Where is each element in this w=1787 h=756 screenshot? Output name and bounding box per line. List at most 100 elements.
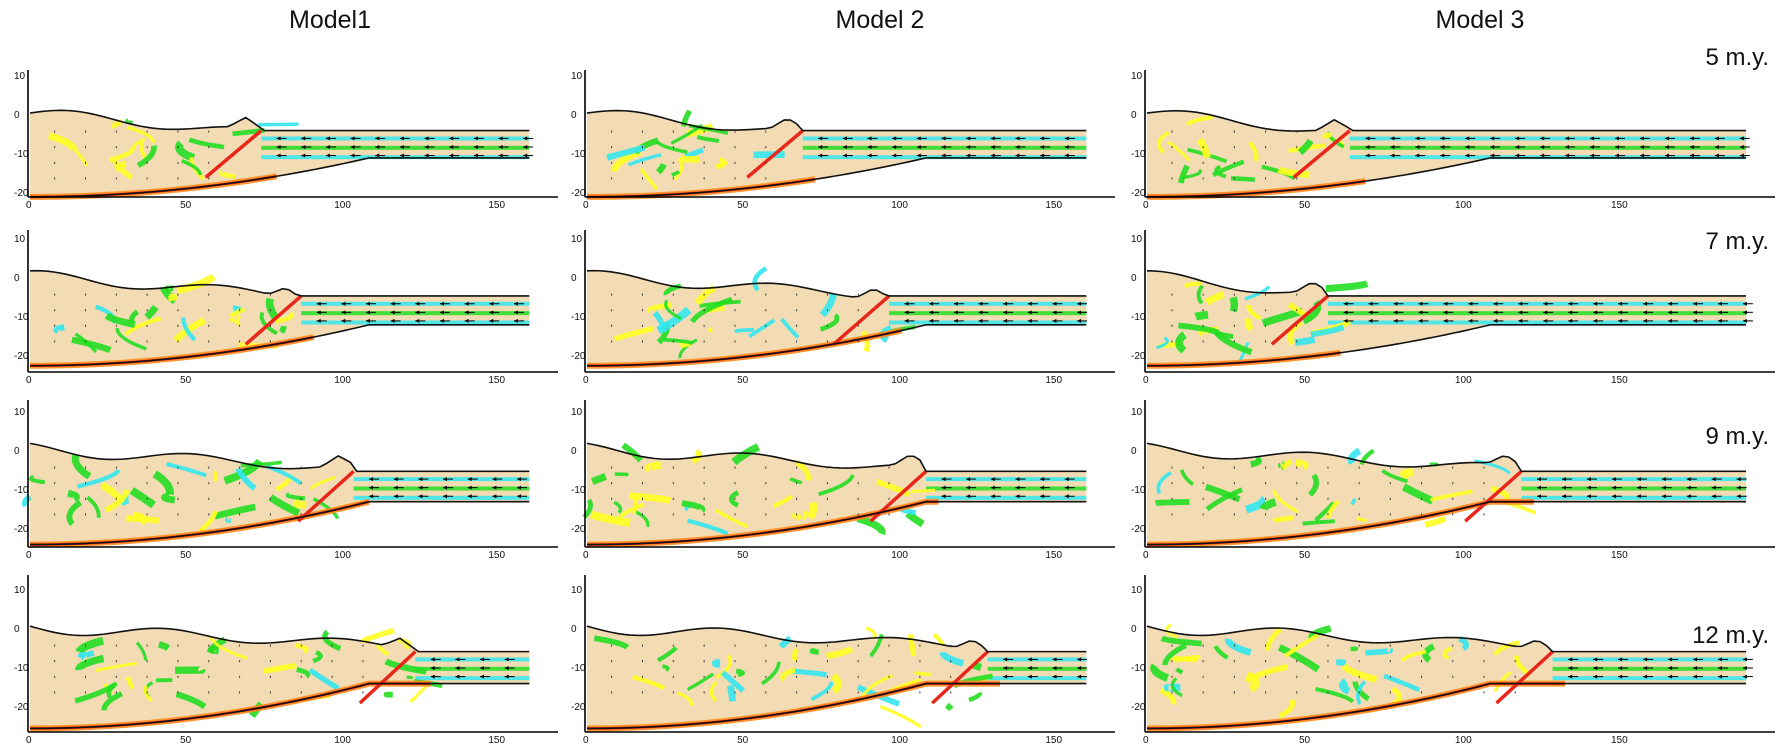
y-tick-label: -20 — [14, 188, 29, 199]
x-tick-label: 150 — [1611, 375, 1628, 386]
x-tick-label: 100 — [891, 550, 908, 561]
x-tick-label: 150 — [1045, 200, 1062, 211]
y-tick-label: -10 — [14, 485, 29, 496]
y-tick-label: 10 — [571, 71, 583, 82]
x-tick-label: 100 — [1455, 550, 1472, 561]
time-label-12my: 12 m.y. — [1692, 622, 1769, 649]
x-tick-label: 0 — [583, 550, 589, 561]
x-tick-label: 50 — [180, 735, 192, 746]
x-tick-label: 0 — [26, 200, 32, 211]
y-tick-label: 0 — [1131, 624, 1137, 635]
column-title-model2: Model 2 — [835, 6, 925, 34]
y-tick-label: 0 — [14, 446, 20, 457]
column-title-model1: Model1 — [289, 6, 371, 34]
x-tick-label: 50 — [180, 550, 192, 561]
x-tick-label: 100 — [891, 200, 908, 211]
x-tick-label: 50 — [737, 550, 749, 561]
y-tick-label: -10 — [571, 663, 586, 674]
y-tick-label: -10 — [1131, 149, 1146, 160]
y-tick-label: -20 — [1131, 351, 1146, 362]
y-tick-label: -10 — [1131, 312, 1146, 323]
y-tick-label: 10 — [14, 71, 26, 82]
x-tick-label: 50 — [180, 200, 192, 211]
x-tick-label: 50 — [1299, 375, 1311, 386]
y-tick-label: -20 — [14, 702, 29, 713]
y-tick-label: 0 — [571, 273, 577, 284]
y-tick-label: -20 — [14, 351, 29, 362]
y-tick-label: 10 — [571, 407, 583, 418]
x-tick-label: 0 — [583, 735, 589, 746]
y-tick-label: -20 — [1131, 188, 1146, 199]
x-tick-label: 100 — [1455, 200, 1472, 211]
x-tick-label: 100 — [891, 735, 908, 746]
x-tick-label: 100 — [891, 375, 908, 386]
time-label-9my: 9 m.y. — [1705, 423, 1769, 450]
x-tick-label: 50 — [1299, 200, 1311, 211]
x-tick-label: 50 — [180, 375, 192, 386]
x-tick-label: 150 — [488, 375, 505, 386]
x-tick-label: 0 — [26, 550, 32, 561]
y-tick-label: -10 — [571, 149, 586, 160]
x-tick-label: 100 — [334, 550, 351, 561]
y-tick-label: 10 — [1131, 71, 1143, 82]
x-tick-label: 50 — [737, 375, 749, 386]
x-tick-label: 100 — [1455, 375, 1472, 386]
x-tick-label: 50 — [737, 735, 749, 746]
x-tick-label: 0 — [26, 375, 32, 386]
x-tick-label: 150 — [488, 550, 505, 561]
x-tick-label: 50 — [1299, 550, 1311, 561]
y-tick-label: 0 — [571, 446, 577, 457]
y-tick-label: 10 — [1131, 585, 1143, 596]
x-tick-label: 150 — [1045, 550, 1062, 561]
x-tick-label: 150 — [1611, 735, 1628, 746]
y-tick-label: -20 — [1131, 702, 1146, 713]
y-tick-label: 0 — [1131, 446, 1137, 457]
y-tick-label: 10 — [1131, 234, 1143, 245]
y-tick-label: 10 — [1131, 407, 1143, 418]
y-tick-label: -10 — [571, 485, 586, 496]
column-title-model3: Model 3 — [1435, 6, 1525, 34]
y-tick-label: 10 — [14, 234, 26, 245]
y-tick-label: -10 — [1131, 485, 1146, 496]
x-tick-label: 150 — [488, 200, 505, 211]
y-tick-label: 0 — [14, 624, 20, 635]
x-tick-label: 100 — [1455, 735, 1472, 746]
x-tick-label: 50 — [1299, 735, 1311, 746]
x-tick-label: 0 — [26, 735, 32, 746]
time-label-7my: 7 m.y. — [1705, 228, 1769, 255]
x-tick-label: 50 — [737, 200, 749, 211]
x-tick-label: 150 — [488, 735, 505, 746]
y-tick-label: 0 — [14, 110, 20, 121]
x-tick-label: 150 — [1045, 375, 1062, 386]
y-tick-label: -20 — [571, 351, 586, 362]
y-tick-label: 0 — [1131, 110, 1137, 121]
x-tick-label: 150 — [1611, 200, 1628, 211]
y-tick-label: 10 — [14, 407, 26, 418]
y-tick-label: 0 — [571, 110, 577, 121]
y-tick-label: -20 — [571, 524, 586, 535]
x-tick-label: 150 — [1611, 550, 1628, 561]
x-tick-label: 0 — [1143, 735, 1149, 746]
y-tick-label: 10 — [571, 585, 583, 596]
y-tick-label: -20 — [571, 188, 586, 199]
x-tick-label: 100 — [334, 735, 351, 746]
y-tick-label: -10 — [14, 663, 29, 674]
x-tick-label: 100 — [334, 200, 351, 211]
x-tick-label: 100 — [334, 375, 351, 386]
x-tick-label: 0 — [1143, 550, 1149, 561]
x-tick-label: 0 — [583, 200, 589, 211]
y-tick-label: 0 — [1131, 273, 1137, 284]
y-tick-label: 10 — [571, 234, 583, 245]
y-tick-label: -20 — [571, 702, 586, 713]
x-tick-label: 0 — [1143, 375, 1149, 386]
